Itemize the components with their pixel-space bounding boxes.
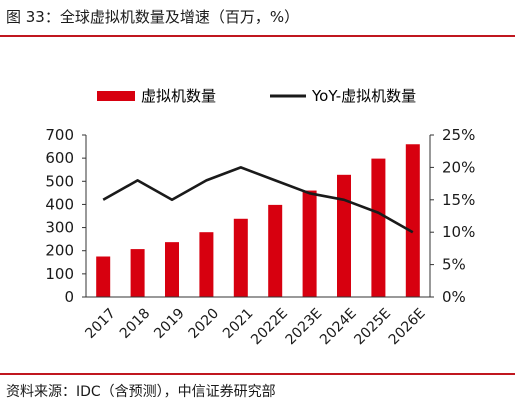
left-tick-label: 500 [45,172,74,190]
bar-2025E [371,158,386,297]
bar-2024E [337,174,351,297]
right-tick-label: 25% [442,126,475,144]
right-axis-ticks: 0% 5% 10% 15% 20% 25% [430,126,475,306]
bar-2023E [302,190,317,297]
bar-2017 [96,256,111,297]
bar-2020 [199,232,214,297]
left-tick-label: 0 [64,288,74,306]
top-rule [0,35,515,37]
bars-group [96,144,420,297]
left-tick-label: 200 [45,242,74,260]
x-tick-label: 2026E [386,305,429,348]
left-axis-ticks: 0 100 200 300 400 500 600 700 [45,126,86,306]
legend-line-label: YoY-虚拟机数量 [311,87,416,105]
left-tick-label: 300 [45,219,74,237]
legend-bar-label: 虚拟机数量 [141,87,216,105]
axes-group [85,135,431,298]
bar-2019 [165,242,179,297]
right-tick-label: 10% [442,223,475,241]
yoy-line [102,166,414,234]
left-tick-label: 700 [45,126,74,144]
right-tick-label: 20% [442,158,475,176]
x-tick-label: 2024E [317,305,360,348]
yoy-line-group [102,166,414,234]
chart: 虚拟机数量 YoY-虚拟机数量 0 100 200 300 400 500 600 700 0… [45,87,475,348]
right-tick-label: 15% [442,191,475,209]
bar-2021 [233,218,248,297]
legend-bar-swatch [97,91,135,101]
x-tick-label: 2020 [186,305,223,342]
legend: 虚拟机数量 YoY-虚拟机数量 [97,87,416,105]
right-tick-label: 0% [442,288,466,306]
right-tick-label: 5% [442,256,466,274]
left-tick-label: 100 [45,265,74,283]
source-note: 资料来源：IDC（含预测），中信证券研究部 [6,384,276,400]
x-tick-label: 2025E [351,305,394,348]
x-tick-label: 2019 [151,305,188,342]
bottom-rule [0,373,515,375]
x-tick-label: 2017 [82,305,119,342]
figure-title: 图 33：全球虚拟机数量及增速（百万，%） [6,8,300,26]
x-tick-label: 2018 [117,305,154,342]
x-axis-ticks: 201720182019202020212022E2023E2024E2025E… [82,305,428,348]
bar-2018 [130,249,145,297]
x-tick-label: 2023E [283,305,326,348]
bar-2022E [268,204,283,297]
left-tick-label: 400 [45,195,74,213]
x-tick-label: 2022E [248,305,291,348]
bar-2026E [405,144,420,297]
left-tick-label: 600 [45,149,74,167]
